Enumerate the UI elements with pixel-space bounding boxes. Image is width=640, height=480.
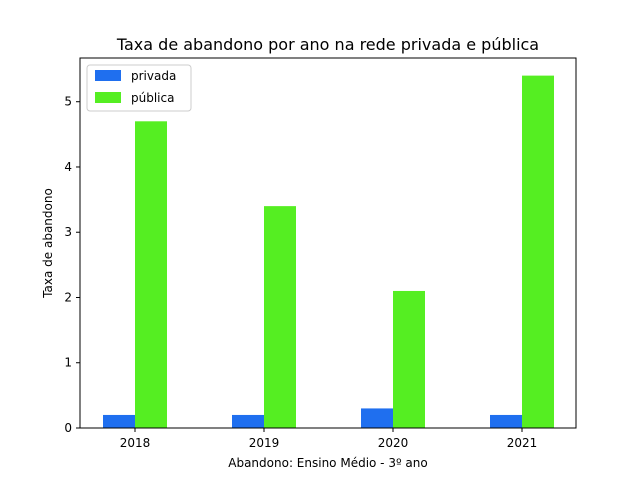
x-tick-label: 2021 — [507, 436, 538, 450]
plot-area-frame — [79, 57, 577, 429]
x-axis-label: Abandono: Ensino Médio - 3º ano — [228, 456, 427, 470]
y-tick-label: 2 — [64, 290, 72, 304]
legend-swatch-pública — [95, 92, 121, 103]
x-tick-label: 2019 — [249, 436, 280, 450]
legend-label-privada: privada — [131, 69, 176, 83]
y-axis-label: Taxa de abandono — [41, 188, 55, 299]
legend-label-pública: pública — [131, 91, 174, 105]
bar-pública-2019 — [264, 206, 296, 428]
bar-privada-2021 — [490, 414, 522, 428]
legend-swatch-privada — [95, 70, 121, 81]
x-tick-label: 2020 — [378, 436, 409, 450]
y-axis-ticks: 0 1 2 3 4 5 — [64, 95, 80, 435]
y-tick-label: 5 — [64, 95, 72, 109]
chart-title: Taxa de abandono por ano na rede privada… — [116, 35, 539, 54]
x-axis-ticks: 2018 2019 2020 2021 — [120, 428, 538, 450]
y-tick-label: 0 — [64, 421, 72, 435]
bar-pública-2021 — [522, 75, 554, 428]
bar-privada-2020 — [361, 408, 393, 428]
y-tick-label: 4 — [64, 160, 72, 174]
legend: privada pública — [86, 64, 192, 112]
x-tick-label: 2018 — [120, 436, 151, 450]
y-tick-label: 3 — [64, 225, 72, 239]
bar-pública-2020 — [393, 290, 425, 428]
bar-pública-2018 — [135, 121, 167, 428]
bars-group — [103, 75, 554, 428]
bar-privada-2019 — [232, 414, 264, 428]
bar-privada-2018 — [103, 414, 135, 428]
y-tick-label: 1 — [64, 356, 72, 370]
